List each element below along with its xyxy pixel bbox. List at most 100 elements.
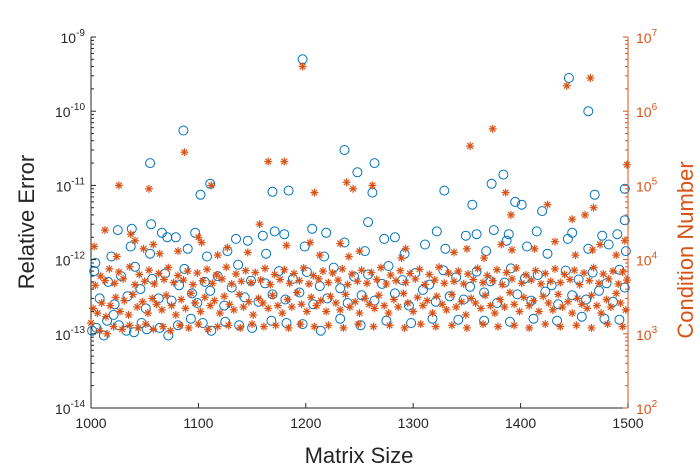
condition-number-point <box>498 280 507 289</box>
x-tick-label: 1100 <box>183 415 213 431</box>
relative-error-point <box>269 226 280 237</box>
relative-error-point <box>389 232 400 243</box>
condition-number-point <box>118 325 127 334</box>
condition-number-point <box>203 265 211 274</box>
condition-number-point <box>101 276 109 285</box>
x-axis-label: Matrix Size <box>305 443 414 468</box>
relative-error-point <box>612 229 623 240</box>
x-tick-label: 1400 <box>505 415 536 431</box>
relative-error-point <box>537 206 548 217</box>
relative-error-point <box>266 315 277 326</box>
condition-number-point <box>462 244 471 253</box>
condition-number-point <box>493 265 501 274</box>
condition-number-point <box>385 321 394 330</box>
condition-number-point <box>141 320 150 329</box>
relative-error-point <box>335 283 346 294</box>
relative-error-point <box>363 217 374 228</box>
condition-number-point <box>597 309 606 318</box>
relative-error-point <box>581 294 592 305</box>
y2-axis-ticks: 102 103 104 105 106 107 <box>623 28 658 417</box>
relative-error-point <box>503 229 514 240</box>
condition-number-point <box>160 275 168 284</box>
condition-number-point <box>368 181 377 190</box>
relative-error-point <box>431 226 442 237</box>
condition-number-point <box>114 181 123 190</box>
condition-number-point <box>544 299 553 307</box>
condition-number-point <box>276 275 284 284</box>
condition-number-point <box>397 254 406 262</box>
relative-error-point <box>498 169 509 180</box>
relative-error-point <box>567 227 578 238</box>
y-tick-label: 10-14 <box>55 399 85 417</box>
condition-number-point <box>450 277 458 286</box>
relative-error-point <box>125 241 136 252</box>
relative-error-point <box>379 233 390 244</box>
condition-number-point <box>354 320 363 329</box>
condition-number-point <box>372 275 381 284</box>
condition-number-point <box>280 157 289 166</box>
condition-number-point <box>355 309 364 318</box>
condition-number-point <box>428 309 437 318</box>
relative-error-point <box>314 281 325 292</box>
condition-number-point <box>162 291 171 300</box>
condition-number-point <box>235 290 244 299</box>
condition-number-point <box>208 279 217 288</box>
condition-number-point <box>471 299 480 307</box>
condition-number-point <box>351 297 360 306</box>
condition-number-point <box>588 245 597 254</box>
relative-error-point <box>522 241 532 252</box>
relative-error-point <box>352 167 363 178</box>
relative-error-point <box>439 185 450 196</box>
condition-number-point <box>508 245 516 254</box>
condition-number-point <box>464 270 472 278</box>
relative-error-point <box>403 300 414 311</box>
condition-number-point <box>174 271 182 280</box>
condition-number-point <box>389 295 398 304</box>
condition-number-point <box>247 278 255 287</box>
condition-number-point <box>336 239 345 248</box>
condition-number-point <box>488 124 497 133</box>
condition-number-point <box>268 291 277 300</box>
condition-number-point <box>213 322 222 331</box>
condition-number-point <box>186 289 195 298</box>
condition-number-point <box>406 269 414 278</box>
relative-error-point <box>440 243 451 254</box>
condition-number-point <box>287 303 296 311</box>
condition-number-point <box>447 321 456 330</box>
condition-number-point <box>566 275 574 284</box>
condition-number-point <box>539 292 548 301</box>
condition-number-point <box>296 320 305 329</box>
relative-error-point <box>420 239 430 250</box>
condition-number-point <box>307 293 316 302</box>
condition-number-point <box>125 321 134 330</box>
condition-number-point <box>299 264 308 272</box>
condition-number-point <box>157 305 166 314</box>
condition-number-point <box>310 322 319 331</box>
condition-number-point <box>266 280 275 289</box>
condition-number-point <box>248 320 257 329</box>
condition-number-point <box>480 254 489 262</box>
relative-error-point <box>453 314 464 325</box>
condition-number-point <box>120 296 129 305</box>
condition-number-point <box>174 247 182 256</box>
condition-number-point <box>502 268 511 277</box>
condition-number-point <box>93 309 102 318</box>
condition-number-point <box>621 305 630 314</box>
condition-number-point <box>556 322 565 331</box>
relative-error-point <box>542 248 553 259</box>
relative-error-point <box>242 235 253 246</box>
relative-error-point <box>512 289 523 300</box>
condition-number-point <box>365 300 374 309</box>
condition-number-point <box>324 321 333 330</box>
condition-number-point <box>106 301 115 310</box>
y-tick-label: 10-13 <box>55 325 85 343</box>
condition-number-point <box>512 264 521 272</box>
condition-number-point <box>374 291 383 300</box>
y-axis-ticks: 10-14 10-13 10-12 10-11 10-10 10-9 <box>55 28 96 417</box>
y-tick-label: 10-12 <box>55 251 85 269</box>
condition-number-point <box>164 263 173 272</box>
condition-number-point <box>416 320 425 329</box>
condition-number-point <box>264 157 273 166</box>
x-tick-label: 1500 <box>612 415 643 431</box>
condition-number-point <box>131 236 139 245</box>
